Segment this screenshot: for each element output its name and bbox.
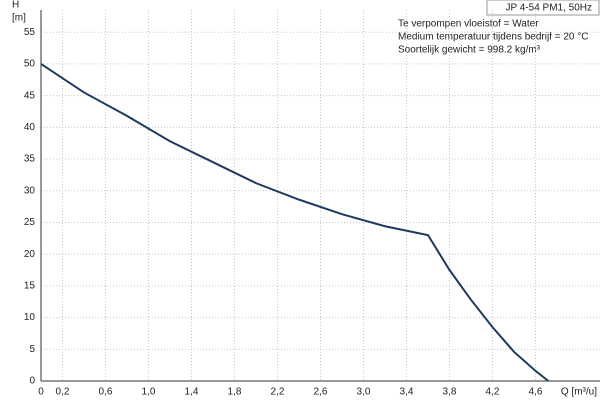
x-tick-label: 3,0	[357, 387, 371, 398]
x-tick-label: 3,8	[443, 387, 457, 398]
x-tick-label: 1,8	[228, 387, 242, 398]
x-tick-label: 4,2	[486, 387, 500, 398]
y-tick-label: 45	[24, 90, 36, 101]
y-tick-label: 0	[29, 376, 35, 387]
x-axis-label: Q [m³/u]	[561, 387, 597, 398]
x-tick-label: 2,2	[271, 387, 285, 398]
x-tick-label: 1,0	[142, 387, 156, 398]
y-tick-label: 40	[24, 122, 36, 133]
y-tick-label: 20	[24, 249, 36, 260]
y-tick-label: 30	[24, 185, 36, 196]
y-tick-label: 35	[24, 154, 36, 165]
y-tick-label: 50	[24, 59, 36, 70]
annotation: Te verpompen vloeistof = Water	[398, 19, 539, 30]
x-tick-label: 0	[38, 387, 44, 398]
y-tick-label: 15	[24, 281, 36, 292]
chart-title: JP 4-54 PM1, 50Hz	[505, 3, 592, 14]
annotation: Soortelijk gewicht = 998.2 kg/m³	[398, 45, 541, 56]
title-box	[486, 0, 600, 16]
y-tick-label: 25	[24, 217, 36, 228]
x-tick-label: 0,2	[56, 387, 70, 398]
y-axis-unit: [m]	[12, 13, 26, 24]
y-tick-label: 5	[29, 344, 35, 355]
pump-curve	[40, 63, 550, 382]
x-tick-label: 1,4	[185, 387, 199, 398]
x-tick-label: 0,6	[99, 387, 113, 398]
x-tick-label: 2,6	[314, 387, 328, 398]
x-tick-label: 3,4	[400, 387, 414, 398]
annotation: Medium temperatuur tijdens bedrijf = 20 …	[398, 32, 588, 43]
y-tick-label: 10	[24, 312, 36, 323]
x-tick-label: 4,6	[529, 387, 543, 398]
y-axis-label: H	[12, 0, 19, 11]
y-tick-label: 55	[24, 27, 36, 38]
